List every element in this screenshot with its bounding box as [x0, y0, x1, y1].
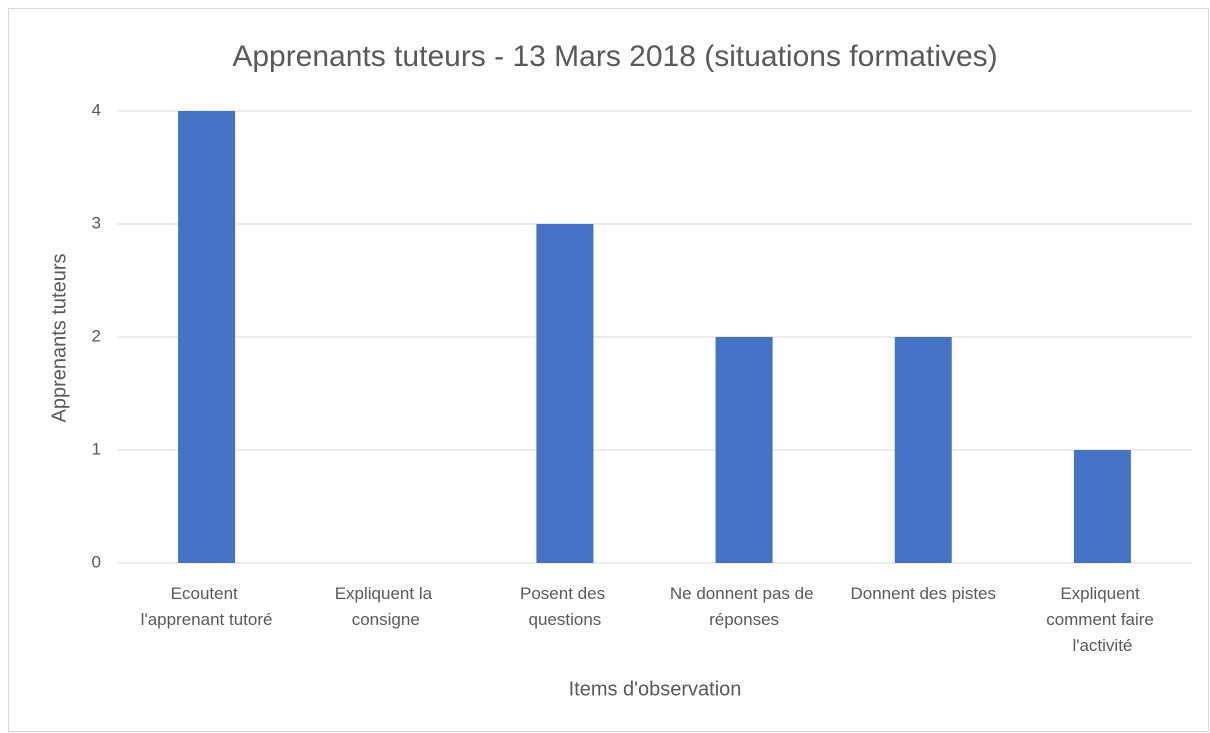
bar: [1073, 450, 1131, 563]
bar: [715, 337, 773, 563]
x-axis-label: Items d'observation: [569, 678, 742, 700]
x-tick-label: Expliquent comment faire l'activité: [1046, 584, 1158, 655]
bar: [894, 337, 952, 563]
x-tick-label: Donnent des pistes: [850, 584, 996, 603]
x-tick-label: Ne donnent pas de réponses: [670, 584, 818, 629]
y-tick-label: 1: [92, 439, 101, 458]
y-tick-label: 3: [92, 213, 101, 232]
x-tick-label: Ecoutent l'apprenant tutoré: [141, 584, 273, 629]
y-tick-label: 4: [92, 100, 101, 119]
y-tick-label: 0: [92, 552, 101, 571]
bar: [536, 224, 594, 563]
y-tick-label: 2: [92, 326, 101, 345]
bar: [178, 111, 236, 563]
x-tick-label: Expliquent la consigne: [335, 584, 437, 629]
x-tick-label: Posent des questions: [520, 584, 610, 629]
y-axis-label: Apprenants tuteurs: [48, 254, 70, 423]
chart-title: Apprenants tuteurs - 13 Mars 2018 (situa…: [232, 40, 997, 73]
